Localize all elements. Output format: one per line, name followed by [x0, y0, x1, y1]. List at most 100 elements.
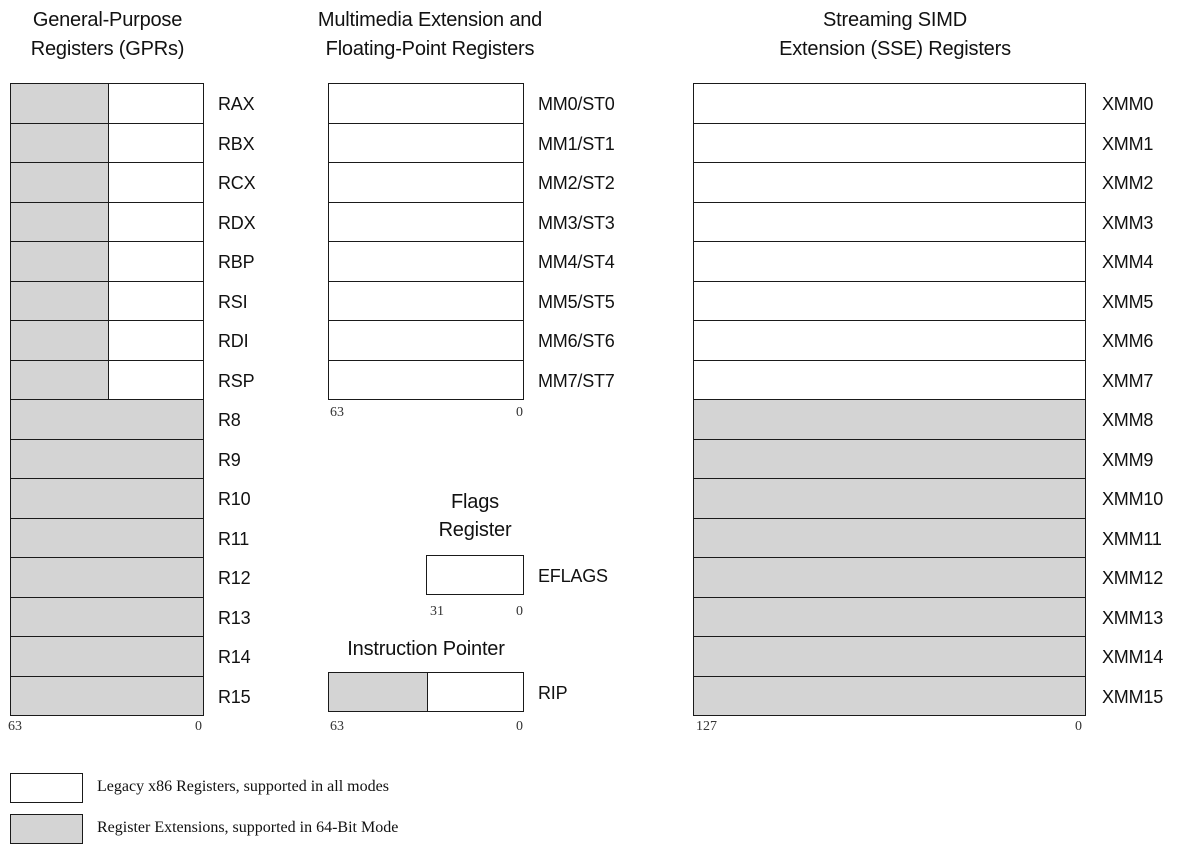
mmx-register-mm1-st1: [328, 122, 524, 163]
gpr-register-rsi: [10, 280, 204, 321]
mmx-register-mm6-st6: [328, 320, 524, 361]
sse-label: XMM6: [1102, 331, 1154, 351]
gpr-register-r11: [10, 517, 204, 558]
gpr-register-rsp: [10, 359, 204, 400]
gpr-label: R13: [218, 607, 251, 628]
gpr-extension-half: [11, 360, 109, 399]
sse-heading: Streaming SIMD Extension (SSE) Registers: [740, 6, 1050, 64]
gpr-heading-line1: General-Purpose: [32, 9, 183, 31]
sse-label: XMM1: [1102, 133, 1154, 154]
mmx-heading-line1: Multimedia Extension and: [317, 9, 543, 31]
mmx-label: MM6/ST6: [538, 331, 615, 351]
gpr-extension-half: [11, 84, 109, 123]
sse-heading-line2: Extension (SSE) Registers: [779, 38, 1011, 60]
gpr-label: R9: [218, 449, 241, 470]
sse-register-xmm4: [693, 241, 1086, 282]
gpr-label: RDX: [218, 212, 256, 233]
gpr-label: RBP: [218, 252, 255, 272]
gpr-register-r8: [10, 399, 204, 440]
gpr-extension-half: [11, 163, 109, 202]
gpr-register-r9: [10, 438, 204, 479]
sse-label: XMM15: [1102, 686, 1164, 707]
eflags-label: EFLAGS: [538, 566, 608, 586]
rip-label: RIP: [538, 683, 568, 703]
gpr-register-r15: [10, 675, 204, 716]
gpr-heading: General-Purpose Registers (GPRs): [0, 6, 215, 64]
sse-register-xmm0: [693, 83, 1086, 124]
gpr-label: RBX: [218, 133, 255, 154]
sse-label: XMM12: [1102, 568, 1164, 588]
gpr-extension-half: [11, 242, 109, 281]
mmx-register-mm7-st7: [328, 359, 524, 400]
legend-legacy-text: Legacy x86 Registers, supported in all m…: [97, 778, 389, 795]
rip-extension-half: [329, 673, 428, 711]
mmx-register-mm3-st3: [328, 201, 524, 242]
sse-bit-high: 127: [696, 719, 717, 734]
sse-register-xmm12: [693, 557, 1086, 598]
gpr-label: RAX: [218, 94, 255, 114]
gpr-heading-line2: Registers (GPRs): [30, 38, 185, 60]
gpr-label: R11: [218, 528, 250, 549]
sse-register-xmm15: [693, 675, 1086, 716]
rip-heading: Instruction Pointer: [347, 638, 505, 660]
sse-label: XMM10: [1102, 489, 1164, 509]
gpr-label: R12: [218, 568, 251, 588]
sse-label: XMM9: [1102, 449, 1154, 470]
flags-bit-low: 0: [516, 604, 523, 619]
sse-register-xmm9: [693, 438, 1086, 479]
gpr-label: RSP: [218, 370, 255, 391]
gpr-register-rax: [10, 83, 204, 124]
mmx-heading-line2: Floating-Point Registers: [325, 38, 535, 60]
mmx-register-mm2-st2: [328, 162, 524, 203]
sse-register-xmm10: [693, 478, 1086, 519]
sse-register-xmm5: [693, 280, 1086, 321]
mmx-register-mm0-st0: [328, 83, 524, 124]
gpr-label: RSI: [218, 291, 248, 312]
gpr-register-rdx: [10, 201, 204, 242]
gpr-label: R10: [218, 489, 251, 509]
mmx-label: MM4/ST4: [538, 252, 615, 272]
rip-bit-low: 0: [516, 719, 523, 734]
sse-label: XMM7: [1102, 370, 1154, 391]
sse-label: XMM0: [1102, 94, 1154, 114]
mmx-label: MM2/ST2: [538, 173, 615, 193]
sse-register-xmm3: [693, 201, 1086, 242]
sse-register-xmm14: [693, 636, 1086, 677]
flags-heading: Flags Register: [410, 488, 540, 544]
gpr-extension-half: [11, 281, 109, 320]
gpr-label: RCX: [218, 173, 256, 193]
gpr-extension-half: [11, 321, 109, 360]
gpr-register-r12: [10, 557, 204, 598]
mmx-register-mm4-st4: [328, 241, 524, 282]
rip-register: [328, 672, 524, 712]
gpr-register-r10: [10, 478, 204, 519]
sse-label: XMM11: [1102, 528, 1162, 549]
sse-label: XMM14: [1102, 647, 1164, 667]
mmx-label: MM3/ST3: [538, 212, 615, 233]
legend-extension-swatch: [10, 814, 83, 844]
sse-register-xmm2: [693, 162, 1086, 203]
sse-label: XMM13: [1102, 607, 1164, 628]
gpr-label: R8: [218, 410, 241, 430]
sse-register-xmm8: [693, 399, 1086, 440]
sse-register-xmm13: [693, 596, 1086, 637]
gpr-register-rbx: [10, 122, 204, 163]
sse-register-xmm11: [693, 517, 1086, 558]
gpr-bit-low: 0: [195, 719, 202, 734]
gpr-register-r14: [10, 636, 204, 677]
gpr-register-rbp: [10, 241, 204, 282]
gpr-label: RDI: [218, 331, 249, 351]
rip-bit-high: 63: [330, 719, 344, 734]
sse-register-xmm7: [693, 359, 1086, 400]
flags-heading-line1: Flags: [451, 491, 499, 513]
mmx-label: MM5/ST5: [538, 291, 615, 312]
gpr-register-rdi: [10, 320, 204, 361]
mmx-bit-low: 0: [516, 405, 523, 420]
legend-legacy-swatch: [10, 773, 83, 803]
mmx-register-mm5-st5: [328, 280, 524, 321]
sse-label: XMM4: [1102, 252, 1154, 272]
sse-label: XMM2: [1102, 173, 1154, 193]
mmx-bit-high: 63: [330, 405, 344, 420]
legend-extension-text: Register Extensions, supported in 64-Bit…: [97, 819, 399, 836]
gpr-register-rcx: [10, 162, 204, 203]
